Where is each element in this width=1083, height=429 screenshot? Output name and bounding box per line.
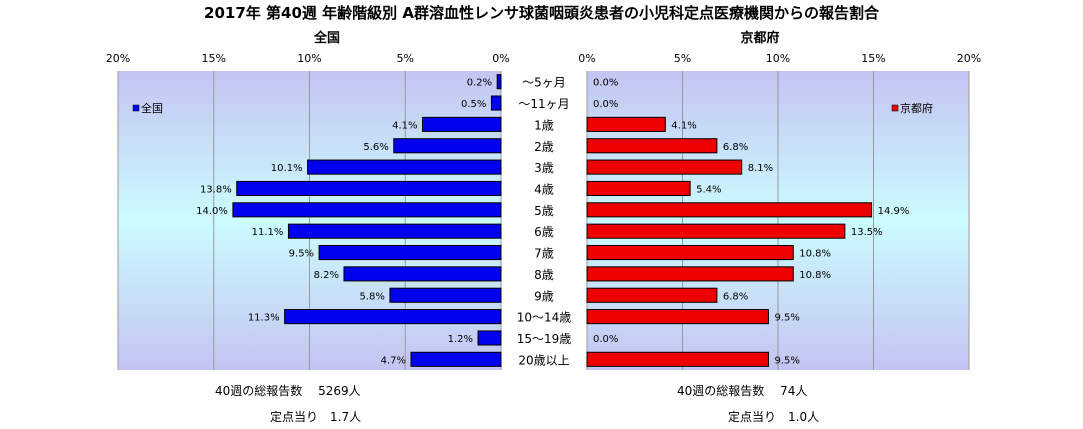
- national-value-label: 11.3%: [248, 313, 280, 324]
- kyoto-bar: [586, 287, 718, 303]
- national-value-label: 14.0%: [196, 206, 228, 217]
- kyoto-value-label: 13.5%: [851, 227, 883, 238]
- national-legend-label: 全国: [141, 101, 163, 115]
- kyoto-legend-label: 京都府: [900, 101, 933, 115]
- national-bar: [284, 309, 502, 325]
- national-value-label: 1.2%: [448, 334, 473, 345]
- kyoto-bar: [586, 202, 873, 218]
- national-x-tick-label: 10%: [297, 52, 321, 65]
- chart-title: 2017年 第40週 年齢階級別 A群溶血性レンサ球菌咽頭炎患者の小児科定点医療…: [204, 4, 879, 22]
- national-bar: [318, 244, 502, 261]
- age-category-label: 7歳: [534, 247, 554, 261]
- age-category-label: 4歳: [534, 182, 554, 196]
- national-legend-swatch: [132, 104, 140, 112]
- kyoto-bar: [586, 351, 769, 367]
- national-bar: [393, 138, 502, 154]
- national-value-label: 0.2%: [467, 78, 492, 89]
- national-bar: [490, 95, 502, 111]
- national-value-label: 11.1%: [252, 227, 284, 238]
- kyoto-panel-title: 京都府: [740, 30, 779, 46]
- kyoto-value-label: 4.1%: [671, 120, 696, 131]
- kyoto-value-label: 6.8%: [723, 142, 748, 153]
- national-per-site: 定点当り 1.7人: [270, 410, 362, 424]
- kyoto-bar: [586, 116, 666, 132]
- kyoto-per-site: 定点当り 1.0人: [728, 410, 820, 424]
- age-category-label: 8歳: [534, 268, 554, 282]
- national-value-label: 13.8%: [200, 184, 232, 195]
- age-category-label: ～5ヶ月: [522, 76, 566, 90]
- national-x-tick-label: 5%: [397, 52, 414, 65]
- age-category-label: 2歳: [534, 140, 554, 154]
- age-category-label: ～11ヶ月: [518, 97, 569, 111]
- kyoto-value-label: 9.5%: [774, 355, 799, 366]
- kyoto-legend-swatch: [891, 104, 899, 112]
- age-category-label: 6歳: [534, 225, 554, 239]
- age-category-label: 1歳: [534, 118, 554, 132]
- national-bar: [410, 351, 502, 367]
- national-bar: [389, 287, 502, 303]
- national-panel-title: 全国: [313, 30, 340, 46]
- age-category-label: 5歳: [534, 204, 554, 218]
- kyoto-value-label: 8.1%: [748, 163, 773, 174]
- kyoto-x-tick-label: 15%: [861, 52, 885, 65]
- age-category-label: 3歳: [534, 161, 554, 175]
- kyoto-x-tick-label: 20%: [957, 52, 981, 65]
- kyoto-x-tick-label: 5%: [674, 52, 691, 65]
- age-category-label: 10～14歳: [517, 311, 572, 325]
- national-total-reports: 40週の総報告数 5269人: [215, 384, 361, 398]
- age-category-label: 20歳以上: [518, 353, 569, 367]
- national-x-tick-label: 15%: [202, 52, 226, 65]
- national-bar: [477, 330, 502, 346]
- kyoto-x-tick-label: 10%: [766, 52, 790, 65]
- national-bar: [343, 266, 502, 282]
- national-value-label: 5.6%: [363, 142, 388, 153]
- kyoto-value-label: 10.8%: [799, 249, 831, 260]
- national-value-label: 0.5%: [461, 99, 486, 110]
- kyoto-value-label: 9.5%: [774, 313, 799, 324]
- national-value-label: 4.1%: [392, 120, 417, 131]
- kyoto-value-label: 0.0%: [593, 99, 618, 110]
- national-bar: [287, 223, 502, 239]
- kyoto-bar: [586, 159, 743, 175]
- kyoto-bar: [586, 266, 794, 282]
- national-bar: [236, 180, 502, 197]
- kyoto-value-label: 0.0%: [593, 334, 618, 345]
- national-bar: [307, 159, 502, 175]
- national-bar: [496, 74, 502, 90]
- kyoto-bar: [586, 180, 691, 197]
- kyoto-x-tick-label: 0%: [578, 52, 595, 65]
- national-value-label: 4.7%: [381, 355, 406, 366]
- kyoto-value-label: 10.8%: [799, 270, 831, 281]
- national-value-label: 9.5%: [289, 249, 314, 260]
- kyoto-bar: [586, 309, 769, 325]
- national-x-tick-label: 0%: [492, 52, 509, 65]
- age-category-label: 9歳: [534, 289, 554, 303]
- kyoto-bar: [586, 138, 718, 154]
- national-value-label: 8.2%: [314, 270, 339, 281]
- national-bar: [232, 202, 502, 218]
- national-x-tick-label: 20%: [106, 52, 130, 65]
- kyoto-value-label: 14.9%: [878, 206, 910, 217]
- kyoto-total-reports: 40週の総報告数 74人: [677, 384, 808, 398]
- kyoto-value-label: 0.0%: [593, 78, 618, 89]
- kyoto-bar: [586, 244, 794, 261]
- kyoto-value-label: 5.4%: [696, 184, 721, 195]
- national-value-label: 5.8%: [360, 291, 385, 302]
- kyoto-bar: [586, 223, 846, 239]
- kyoto-value-label: 6.8%: [723, 291, 748, 302]
- age-category-label: 15～19歳: [517, 332, 572, 346]
- national-bar: [421, 116, 502, 132]
- national-value-label: 10.1%: [271, 163, 303, 174]
